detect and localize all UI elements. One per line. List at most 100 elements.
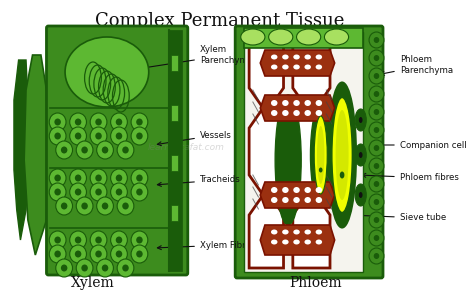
Ellipse shape [75,189,81,195]
Ellipse shape [315,239,322,244]
Ellipse shape [96,259,114,277]
Ellipse shape [369,158,384,174]
Ellipse shape [54,189,61,195]
Ellipse shape [102,265,108,271]
Ellipse shape [293,230,300,235]
Ellipse shape [49,127,66,145]
Bar [171,105,178,121]
Ellipse shape [95,119,102,126]
Ellipse shape [61,203,67,209]
Ellipse shape [122,146,129,154]
Ellipse shape [359,117,362,123]
Ellipse shape [117,141,134,159]
Ellipse shape [271,100,278,106]
Ellipse shape [111,113,127,131]
Ellipse shape [369,194,384,210]
Ellipse shape [131,169,148,187]
Ellipse shape [315,230,322,235]
Text: Tracheids: Tracheids [158,176,241,186]
Bar [171,55,178,71]
Ellipse shape [305,64,311,69]
Ellipse shape [90,169,107,187]
Ellipse shape [369,212,384,228]
Text: Xylem Fibres: Xylem Fibres [158,241,255,249]
Ellipse shape [328,83,356,228]
Text: Complex Permanent Tissue: Complex Permanent Tissue [95,12,344,30]
Ellipse shape [310,105,331,205]
Ellipse shape [293,239,300,244]
FancyBboxPatch shape [46,26,188,275]
Polygon shape [260,182,335,208]
Ellipse shape [369,248,384,264]
Ellipse shape [49,113,66,131]
Ellipse shape [90,183,107,201]
Ellipse shape [54,236,61,244]
Ellipse shape [75,236,81,244]
Ellipse shape [282,64,289,69]
Ellipse shape [49,169,66,187]
Ellipse shape [293,100,300,106]
Ellipse shape [116,175,122,181]
Ellipse shape [269,29,293,45]
Ellipse shape [56,141,72,159]
Ellipse shape [374,55,379,61]
Ellipse shape [136,175,143,181]
Ellipse shape [76,197,93,215]
Ellipse shape [102,146,108,154]
Ellipse shape [332,97,352,212]
Ellipse shape [374,127,379,133]
Ellipse shape [335,110,349,200]
Ellipse shape [359,192,362,198]
Ellipse shape [271,55,278,59]
Ellipse shape [81,146,88,154]
Ellipse shape [293,197,300,203]
Ellipse shape [315,187,322,193]
Ellipse shape [369,86,384,102]
Text: Phloem: Phloem [290,276,342,290]
Ellipse shape [314,116,327,194]
Ellipse shape [315,197,322,203]
Ellipse shape [116,132,122,140]
Ellipse shape [54,132,61,140]
Ellipse shape [275,95,301,225]
Text: Sieve tube: Sieve tube [352,213,446,222]
Ellipse shape [355,144,366,166]
Ellipse shape [116,119,122,126]
Ellipse shape [369,50,384,66]
Ellipse shape [96,141,114,159]
Text: Phloem
Parenchyma: Phloem Parenchyma [380,55,453,75]
Ellipse shape [111,169,127,187]
Text: Xylem
Parenchyma: Xylem Parenchyma [134,45,253,71]
Ellipse shape [324,29,349,45]
Ellipse shape [122,203,129,209]
Ellipse shape [369,230,384,246]
Ellipse shape [131,127,148,145]
Ellipse shape [70,169,87,187]
Ellipse shape [374,181,379,187]
Ellipse shape [271,239,278,244]
Ellipse shape [374,37,379,43]
Ellipse shape [241,29,265,45]
Polygon shape [260,225,335,255]
Ellipse shape [70,183,87,201]
Ellipse shape [136,189,143,195]
Ellipse shape [76,259,93,277]
Ellipse shape [297,29,321,45]
Ellipse shape [369,140,384,156]
Ellipse shape [49,183,66,201]
Ellipse shape [136,236,143,244]
Ellipse shape [305,239,311,244]
Bar [169,30,182,271]
Ellipse shape [76,141,93,159]
Ellipse shape [319,168,323,173]
Ellipse shape [96,197,114,215]
Bar [171,155,178,171]
Ellipse shape [54,119,61,126]
Ellipse shape [49,245,66,263]
Ellipse shape [75,119,81,126]
Ellipse shape [131,245,148,263]
Bar [244,32,362,272]
Ellipse shape [111,245,127,263]
Ellipse shape [293,55,300,59]
Ellipse shape [293,187,300,193]
